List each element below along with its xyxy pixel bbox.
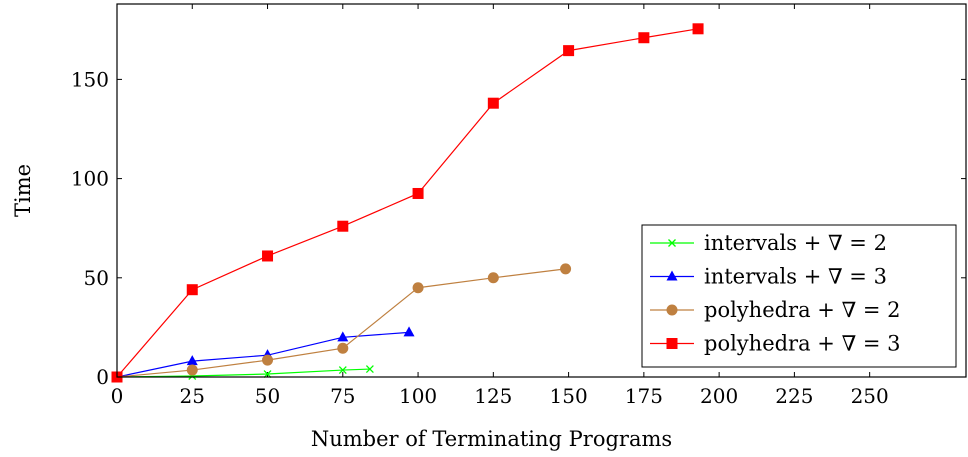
y-tick-label: 0 (96, 365, 109, 389)
legend-label: intervals + ∇ = 3 (704, 265, 887, 289)
y-tick-label: 100 (71, 167, 109, 191)
x-tick-label: 25 (180, 384, 205, 408)
series-line (116, 331, 410, 378)
legend-label: intervals + ∇ = 2 (704, 231, 887, 255)
x-tick-label: 0 (111, 384, 124, 408)
data-point (338, 366, 347, 375)
x-tick-label: 125 (474, 384, 512, 408)
data-point (560, 263, 572, 275)
data-point (487, 272, 499, 284)
x-axis-label: Number of Terminating Programs (311, 427, 672, 451)
y-tick-labels: 0 50 100 150 (71, 67, 109, 389)
series-layer (111, 23, 704, 383)
y-tick-label: 50 (84, 266, 109, 290)
legend-item: polyhedra + ∇ = 3 (650, 332, 901, 356)
data-point (668, 239, 676, 247)
legend-label: polyhedra + ∇ = 2 (704, 298, 901, 322)
legend-item: intervals + ∇ = 2 (650, 231, 887, 255)
y-axis-label: Time (11, 164, 35, 217)
plot-frame (116, 3, 967, 378)
data-point (337, 342, 349, 354)
data-point (692, 23, 704, 35)
x-tick-label: 225 (775, 384, 813, 408)
data-point (666, 270, 678, 281)
x-tick-label: 75 (330, 384, 355, 408)
data-point (403, 326, 415, 337)
data-point (487, 97, 499, 109)
x-tick-label: 200 (700, 384, 738, 408)
data-point (186, 355, 198, 366)
y-tick-label: 150 (71, 67, 109, 91)
series (111, 263, 572, 383)
data-point (337, 220, 349, 232)
data-point (263, 370, 272, 378)
data-point (262, 250, 274, 262)
series (113, 365, 374, 381)
data-point (262, 354, 274, 366)
legend-box (641, 224, 957, 368)
data-point (337, 331, 349, 342)
series-line (116, 28, 699, 378)
legend-label: polyhedra + ∇ = 3 (704, 332, 901, 356)
data-point (412, 187, 424, 199)
data-point (186, 364, 198, 376)
data-point (666, 304, 678, 316)
x-tick-label: 50 (255, 384, 280, 408)
x-tick-label: 175 (625, 384, 663, 408)
x-tick-label: 250 (851, 384, 889, 408)
data-point (412, 282, 424, 294)
x-tick-label: 100 (399, 384, 437, 408)
legend: intervals + ∇ = 2 intervals + ∇ = 3 polyhe… (641, 224, 957, 368)
x-tick-labels: 0 25 50 75 100 125 150 175 200 225 250 (111, 384, 889, 408)
data-point (365, 365, 374, 374)
data-point (638, 32, 650, 44)
data-point (666, 338, 678, 349)
series (111, 23, 704, 383)
legend-item: intervals + ∇ = 3 (650, 265, 887, 289)
x-tick-label: 150 (550, 384, 588, 408)
legend-item: polyhedra + ∇ = 2 (650, 298, 901, 322)
data-point (186, 284, 198, 296)
data-point (563, 45, 575, 57)
series-line (116, 268, 566, 378)
